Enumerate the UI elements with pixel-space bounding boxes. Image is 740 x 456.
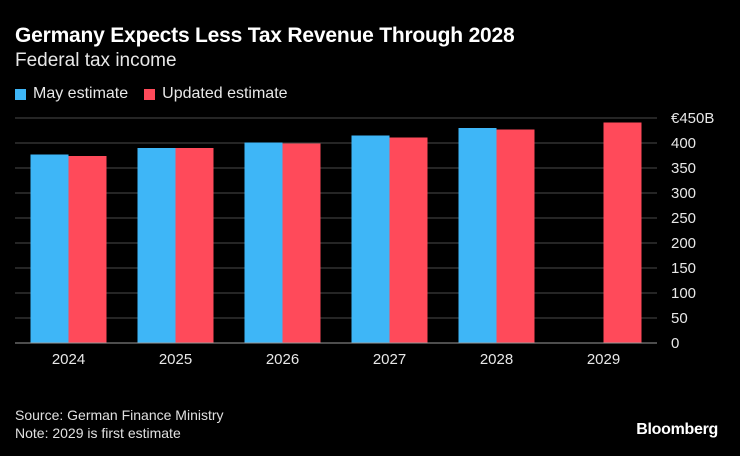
legend-item-updated: Updated estimate [144, 85, 288, 103]
y-tick-label: €450B [671, 110, 714, 127]
bar-updated-2027 [389, 137, 428, 343]
footnote: Note: 2029 is first estimate [15, 425, 181, 441]
legend: May estimate Updated estimate [15, 85, 288, 103]
x-tick-label: 2024 [52, 351, 85, 368]
legend-label-may: May estimate [33, 85, 129, 102]
y-tick-label: 250 [671, 210, 696, 227]
x-tick-label: 2028 [480, 351, 513, 368]
bar-may-2025 [137, 148, 176, 343]
y-tick-label: 0 [671, 335, 679, 352]
bar-may-2024 [30, 154, 69, 343]
y-tick-label: 350 [671, 160, 696, 177]
chart-subtitle: Federal tax income [15, 50, 177, 71]
bar-may-2028 [458, 128, 497, 343]
y-tick-label: 150 [671, 260, 696, 277]
bar-updated-2026 [282, 143, 321, 343]
y-tick-label: 50 [671, 310, 688, 327]
legend-label-updated: Updated estimate [162, 85, 288, 102]
bar-updated-2029 [603, 122, 642, 343]
y-tick-label: 100 [671, 285, 696, 302]
legend-swatch-updated [144, 88, 156, 100]
bar-updated-2024 [68, 156, 107, 343]
x-tick-label: 2027 [373, 351, 406, 368]
bar-may-2027 [351, 135, 390, 343]
y-tick-label: 300 [671, 185, 696, 202]
y-tick-label: 200 [671, 235, 696, 252]
legend-swatch-may [15, 88, 26, 100]
x-tick-label: 2025 [159, 351, 192, 368]
footer: Source: German Finance Ministry Note: 20… [15, 406, 224, 442]
bar-updated-2028 [496, 129, 535, 343]
bloomberg-logo: Bloomberg [636, 421, 718, 438]
x-tick-label: 2026 [266, 351, 299, 368]
source-note: Source: German Finance Ministry [15, 407, 224, 423]
x-tick-label: 2029 [587, 351, 620, 368]
bar-updated-2025 [175, 148, 214, 343]
y-tick-label: 400 [671, 135, 696, 152]
chart-title: Germany Expects Less Tax Revenue Through… [15, 24, 515, 47]
bar-may-2026 [244, 142, 283, 343]
legend-item-may: May estimate [15, 85, 128, 103]
